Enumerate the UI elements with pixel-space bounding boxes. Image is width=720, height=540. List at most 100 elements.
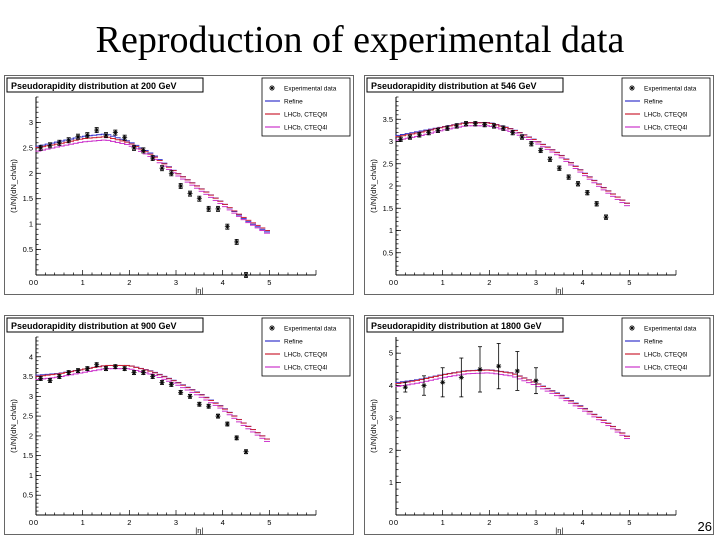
chart-title-box [366, 317, 564, 333]
x-tick-label: 1 [441, 518, 445, 527]
legend-label: Experimental data [644, 326, 697, 333]
data-point [491, 123, 497, 129]
star-stroke [445, 126, 450, 131]
x-tick-label: 0 [34, 278, 38, 287]
star-stroke [243, 272, 249, 278]
star-stroke [243, 449, 249, 454]
data-point [556, 165, 562, 171]
star-stroke [113, 130, 118, 135]
star-stroke [169, 382, 174, 387]
star-stroke [57, 374, 62, 379]
plot-panel-1800gev: Pseudorapidity distribution at 1800 GeV 0… [364, 315, 714, 535]
legend-label: LHCb, CTEQ6l [644, 112, 688, 119]
x-axis-label: |η| [555, 526, 563, 535]
legend-box [261, 77, 351, 137]
data-point [131, 370, 137, 376]
star-stroke [113, 364, 118, 369]
star-stroke [206, 206, 211, 211]
star-stroke [150, 374, 155, 379]
data-point [38, 145, 44, 151]
y-tick-label: 1 [389, 478, 393, 487]
x-axis-label: |η| [195, 526, 203, 535]
star-stroke [533, 378, 539, 383]
legend-marker [629, 325, 635, 331]
star-stroke [197, 402, 202, 407]
star-stroke [426, 130, 431, 135]
data-point [482, 122, 488, 128]
data-point [94, 362, 100, 368]
star-stroke [519, 134, 525, 140]
data-point [234, 435, 240, 441]
star-stroke [496, 364, 501, 369]
y-tick-label: 0.5 [383, 248, 393, 257]
star-stroke [131, 370, 137, 375]
x-tick-label: 0 [394, 278, 398, 287]
x-tick-label: 2 [127, 518, 131, 527]
x-tick-label: 5 [627, 518, 631, 527]
y-axis-label: (1/N)(dN_ch/dη) [9, 399, 18, 453]
star-stroke [66, 138, 71, 143]
data-point [150, 374, 156, 380]
origin-tick-label: 0 [389, 278, 393, 287]
data-point [122, 366, 128, 372]
x-tick-label: 4 [581, 518, 585, 527]
chart-svg: Pseudorapidity distribution at 900 GeV 0 1… [4, 315, 354, 535]
data-point [140, 147, 146, 153]
data-point [47, 378, 53, 384]
star-stroke [94, 362, 99, 367]
x-tick-label: 1 [441, 278, 445, 287]
legend-label: Refine [284, 339, 303, 346]
chart-title-box [366, 77, 564, 93]
data-point [603, 214, 609, 220]
data-point [538, 147, 544, 153]
star-stroke [403, 385, 408, 390]
x-tick-label: 2 [127, 278, 131, 287]
data-point [75, 368, 81, 374]
y-tick-label: 4 [389, 381, 393, 390]
data-point [500, 125, 506, 131]
data-point [75, 134, 81, 140]
star-stroke [159, 166, 165, 171]
y-axis-label: (1/N)(dN_ch/dη) [9, 159, 18, 213]
star-stroke [150, 155, 155, 161]
y-tick-label: 3.5 [383, 115, 393, 124]
star-stroke [131, 145, 137, 150]
data-point [454, 123, 460, 129]
data-point [159, 379, 165, 385]
data-point [594, 201, 600, 207]
star-stroke [122, 135, 127, 140]
star-stroke [234, 239, 239, 245]
y-tick-label: 1.5 [23, 451, 33, 460]
data-point [224, 224, 230, 230]
data-point [519, 134, 525, 140]
data-point [440, 379, 446, 385]
star-stroke [66, 370, 71, 375]
star-stroke [482, 122, 487, 127]
chart-svg: Pseudorapidity distribution at 546 GeV 0 1… [364, 75, 714, 295]
star-stroke [187, 394, 193, 399]
star-stroke [421, 383, 427, 388]
data-point [421, 383, 427, 389]
legend-marker [269, 325, 275, 331]
y-tick-label: 3.5 [23, 372, 33, 381]
data-point [196, 401, 202, 407]
data-point [402, 384, 408, 390]
x-axis-label: |η| [195, 286, 203, 295]
legend-label: LHCb, CTEQ4l [644, 365, 688, 372]
star-stroke [85, 133, 90, 138]
data-point [584, 190, 590, 196]
star-stroke [141, 370, 146, 375]
data-point [514, 368, 520, 374]
star-stroke [557, 166, 562, 171]
origin-tick-label: 0 [29, 518, 33, 527]
data-point [66, 370, 72, 376]
data-point [84, 366, 90, 372]
data-point [140, 370, 146, 376]
data-point [215, 206, 221, 212]
x-tick-label: 3 [174, 278, 178, 287]
y-tick-label: 3 [389, 413, 393, 422]
plot-panel-900gev: Pseudorapidity distribution at 900 GeV 0 1… [4, 315, 354, 535]
star-stroke [103, 133, 109, 138]
star-stroke [141, 148, 146, 153]
legend-label: Experimental data [284, 86, 337, 93]
